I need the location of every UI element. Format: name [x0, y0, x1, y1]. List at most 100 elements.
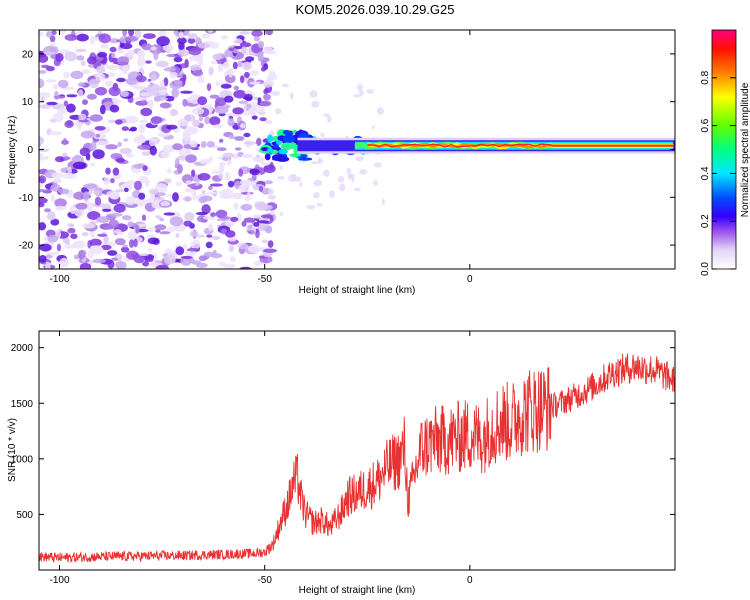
noise-speckle [180, 90, 193, 94]
noise-speckle [190, 64, 202, 72]
noise-speckle [77, 89, 84, 97]
noise-speckle [173, 213, 181, 218]
noise-speckle [41, 64, 50, 69]
snr-x-label: Height of straight line (km) [299, 585, 416, 596]
noise-speckle [122, 64, 129, 75]
noise-speckle [94, 126, 106, 131]
noise-speckle [253, 96, 259, 100]
noise-speckle [135, 75, 147, 83]
noise-speckle [216, 147, 227, 152]
noise-speckle [228, 134, 235, 140]
noise-speckle [147, 99, 154, 110]
noise-speckle [197, 76, 205, 84]
noise-speckle [64, 51, 78, 62]
noise-speckle [215, 209, 228, 219]
spectrogram-y-tick-label: 0 [27, 145, 33, 156]
noise-speckle [187, 33, 198, 40]
noise-speckle [263, 248, 277, 253]
noise-speckle [171, 88, 180, 98]
noise-speckle [239, 266, 252, 269]
noise-speckle [39, 54, 49, 63]
noise-speckle [147, 78, 152, 82]
noise-speckle [188, 47, 202, 56]
signal-blob [282, 129, 291, 135]
colorbar-tick-label: 0.8 [700, 70, 711, 84]
noise-speckle [135, 197, 147, 207]
noise-speckle [93, 190, 100, 195]
noise-speckle [95, 134, 101, 138]
noise-speckle [136, 86, 144, 91]
noise-speckle [92, 149, 105, 160]
noise-speckle [243, 62, 251, 70]
noise-speckle [255, 157, 265, 164]
noise-speckle [244, 93, 253, 102]
snr-x-tick-label: -50 [257, 575, 272, 586]
signal-blob [282, 134, 296, 143]
noise-speckle [293, 176, 302, 182]
noise-speckle [173, 56, 183, 63]
noise-speckle [212, 249, 217, 256]
noise-speckle [163, 212, 176, 216]
noise-speckle [127, 231, 137, 240]
noise-speckle [125, 196, 136, 206]
noise-speckle [238, 184, 247, 193]
noise-speckle [138, 192, 146, 200]
noise-speckle [97, 233, 108, 237]
noise-speckle [70, 233, 78, 240]
colorbar-label: Normalized spectral amplitude [740, 82, 750, 217]
noise-speckle [240, 123, 246, 129]
snr-plot-area [39, 353, 675, 563]
noise-speckle [249, 168, 260, 176]
snr-y-label: SNR (10 * v/v) [7, 418, 18, 482]
colorbar-tick-label: 0.6 [700, 118, 711, 132]
noise-speckle [39, 31, 44, 37]
noise-speckle [249, 81, 261, 85]
noise-speckle [191, 169, 196, 177]
noise-speckle [209, 116, 221, 126]
noise-speckle [208, 66, 214, 76]
noise-speckle [137, 223, 147, 228]
noise-speckle [56, 243, 62, 252]
noise-speckle [185, 180, 192, 184]
noise-speckle [327, 115, 332, 123]
noise-speckle [227, 180, 235, 188]
noise-speckle [187, 37, 196, 44]
noise-speckle [263, 164, 276, 174]
noise-speckle [228, 69, 234, 78]
noise-speckle [211, 236, 221, 240]
noise-speckle [263, 82, 272, 88]
noise-speckle [45, 79, 57, 83]
noise-speckle [58, 30, 67, 35]
noise-speckle [173, 80, 183, 87]
noise-speckle [320, 132, 325, 137]
noise-speckle [126, 153, 134, 158]
noise-speckle [73, 254, 79, 260]
noise-speckle [39, 222, 47, 231]
noise-speckle [182, 74, 187, 82]
noise-speckle [208, 223, 214, 232]
noise-speckle [274, 108, 282, 115]
noise-speckle [220, 83, 232, 89]
noise-speckle [270, 90, 280, 97]
noise-speckle [220, 216, 231, 220]
snr-y-tick-label: 500 [16, 510, 33, 521]
noise-speckle [127, 222, 135, 227]
noise-speckle [182, 98, 188, 107]
noise-speckle [219, 195, 233, 199]
noise-speckle [75, 202, 88, 210]
noise-speckle [233, 202, 239, 210]
noise-speckle [214, 105, 229, 114]
noise-speckle [209, 41, 220, 49]
noise-speckle [39, 175, 47, 184]
noise-speckle [53, 112, 64, 122]
noise-speckle [166, 168, 172, 174]
noise-speckle [133, 163, 144, 169]
noise-speckle [310, 161, 320, 165]
noise-speckle [138, 123, 146, 134]
noise-speckle [154, 224, 167, 231]
noise-speckle [228, 245, 234, 252]
noise-speckle [224, 171, 231, 182]
noise-speckle [96, 65, 106, 74]
noise-speckle [219, 190, 228, 196]
noise-speckle [262, 46, 274, 55]
